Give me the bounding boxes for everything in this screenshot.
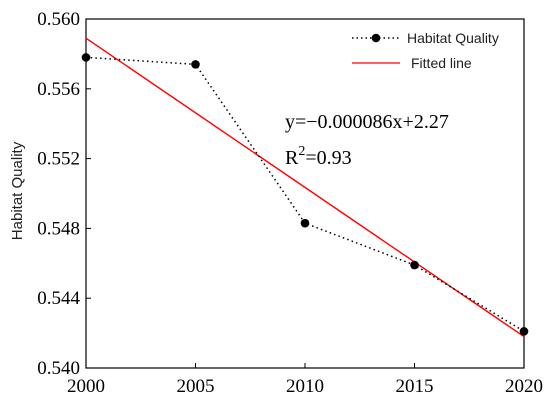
x-tick-label: 2015 — [396, 376, 434, 397]
x-tick-label: 2020 — [505, 376, 543, 397]
r-squared: R2=0.93 — [285, 144, 352, 169]
plot-frame — [85, 18, 525, 369]
habitat-quality-point — [191, 60, 200, 69]
axes — [85, 18, 525, 369]
r-squared-value: =0.93 — [305, 147, 351, 169]
y-tick-label: 0.560 — [37, 9, 80, 30]
x-tick-label: 2005 — [177, 376, 215, 397]
habitat-quality-point — [81, 53, 91, 62]
r-squared-prefix: R — [285, 147, 299, 169]
habitat-quality-point — [300, 218, 310, 228]
habitat-quality-point — [410, 260, 419, 270]
y-tick-label: 0.556 — [37, 79, 80, 100]
y-tick-label: 0.540 — [37, 358, 80, 379]
legend-marker-habitat-quality — [371, 33, 381, 43]
y-tick-label: 0.544 — [37, 288, 80, 309]
y-axis-label: Habitat Quality — [9, 141, 26, 240]
axis-ticks: 2000 2005 2010 2015 2020 0.540 0.544 0.548 0.552… — [37, 9, 543, 397]
y-tick-label: 0.548 — [37, 218, 80, 239]
legend-label-habitat-quality: Habitat Quality — [407, 30, 499, 46]
chart-marks — [81, 37, 529, 338]
habitat-quality-line — [85, 56, 525, 332]
habitat-quality-point — [519, 327, 529, 336]
y-tick-label: 0.552 — [37, 149, 80, 170]
x-tick-label: 2010 — [286, 376, 324, 397]
fitted-line — [85, 37, 525, 338]
r-squared-exponent: 2 — [298, 144, 305, 159]
legend-label-fitted-line: Fitted line — [411, 55, 472, 71]
x-tick-label: 2000 — [67, 376, 105, 397]
regression-equation: y=−0.000086x+2.27 — [285, 111, 449, 133]
legend: Habitat Quality Fitted line — [352, 30, 499, 71]
